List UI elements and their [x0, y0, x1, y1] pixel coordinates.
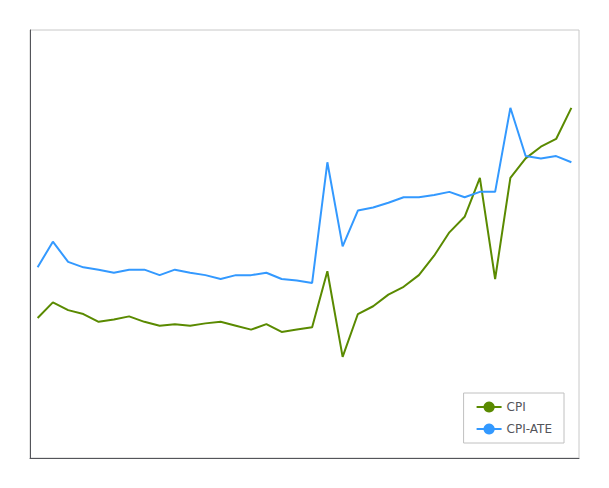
svg-text:CPI: CPI	[507, 400, 526, 414]
svg-text:CPI-ATE: CPI-ATE	[507, 422, 552, 436]
